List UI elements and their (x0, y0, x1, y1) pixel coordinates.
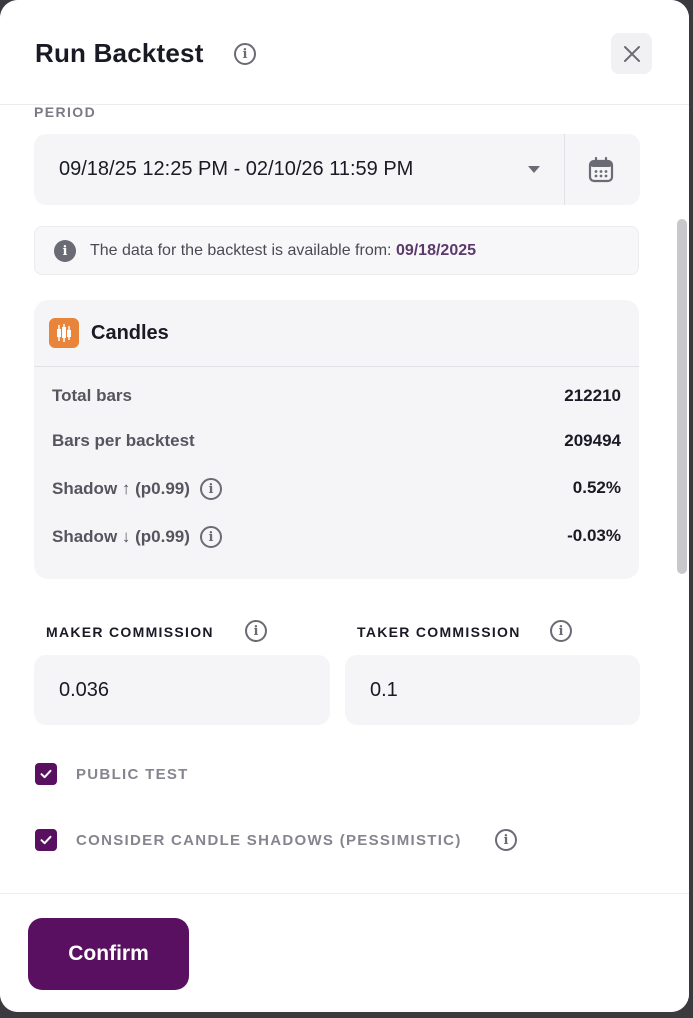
notice-date: 09/18/2025 (395, 242, 477, 259)
close-button[interactable] (611, 33, 652, 74)
info-icon: i (54, 240, 76, 262)
stat-row-shadow-down: Shadow ↓ (p0.99) i -0.03% (52, 524, 621, 548)
confirm-button[interactable]: Confirm (28, 918, 189, 990)
stat-label-text: Shadow ↑ (p0.99) (52, 479, 190, 498)
info-icon[interactable]: i (199, 478, 222, 500)
candles-card: Candles Total bars 212210 Bars per backt… (34, 300, 639, 579)
candles-icon (49, 318, 79, 348)
public-test-checkbox[interactable] (35, 763, 57, 785)
stat-row-total-bars: Total bars 212210 (52, 384, 621, 408)
dialog-header: Run Backtest i (0, 0, 689, 105)
period-value: 09/18/25 12:25 PM - 02/10/26 11:59 PM (59, 158, 414, 180)
stat-value: 0.52% (572, 478, 621, 497)
info-icon[interactable]: i (495, 829, 517, 851)
scrollbar-thumb[interactable] (677, 219, 687, 574)
notice-message: The data for the backtest is available f… (90, 242, 396, 259)
info-icon[interactable]: i (550, 620, 572, 642)
close-icon (623, 45, 640, 62)
stat-value: -0.03% (567, 526, 621, 545)
stat-label: Total bars (52, 386, 132, 406)
stat-label-text: Total bars (52, 386, 132, 405)
maker-commission-label: MAKER COMMISSION (46, 624, 214, 640)
notice-text: The data for the backtest is available f… (90, 242, 476, 260)
calendar-icon[interactable] (586, 155, 616, 185)
stat-label-text: Bars per backtest (52, 431, 195, 450)
checkmark-icon (40, 769, 52, 779)
info-icon[interactable]: i (234, 43, 256, 65)
public-test-label[interactable]: PUBLIC TEST (76, 766, 189, 783)
stat-value: 212210 (564, 386, 621, 405)
stat-label-text: Shadow ↓ (p0.99) (52, 527, 190, 546)
maker-commission-input[interactable] (34, 655, 330, 725)
candle-shadows-label[interactable]: CONSIDER CANDLE SHADOWS (PESSIMISTIC) (76, 832, 462, 849)
candles-title: Candles (91, 322, 169, 344)
stat-value: 209494 (564, 431, 621, 450)
taker-commission-input[interactable] (345, 655, 640, 725)
divider (564, 134, 565, 205)
info-icon[interactable]: i (245, 620, 267, 642)
period-label: PERIOD (34, 104, 97, 120)
stat-row-bars-per-backtest: Bars per backtest 209494 (52, 429, 621, 453)
stat-row-shadow-up: Shadow ↑ (p0.99) i 0.52% (52, 476, 621, 500)
checkmark-icon (40, 835, 52, 845)
stat-label: Bars per backtest (52, 431, 195, 451)
stat-label: Shadow ↑ (p0.99) i (52, 478, 222, 500)
period-select[interactable]: 09/18/25 12:25 PM - 02/10/26 11:59 PM (34, 134, 640, 205)
data-availability-notice: i The data for the backtest is available… (34, 226, 639, 275)
candles-header: Candles (34, 300, 639, 367)
candle-shadows-checkbox[interactable] (35, 829, 57, 851)
taker-commission-label: TAKER COMMISSION (357, 624, 521, 640)
stat-label: Shadow ↓ (p0.99) i (52, 526, 222, 548)
chevron-down-icon (528, 166, 540, 173)
dialog-title: Run Backtest (35, 38, 204, 68)
info-icon[interactable]: i (199, 526, 222, 548)
